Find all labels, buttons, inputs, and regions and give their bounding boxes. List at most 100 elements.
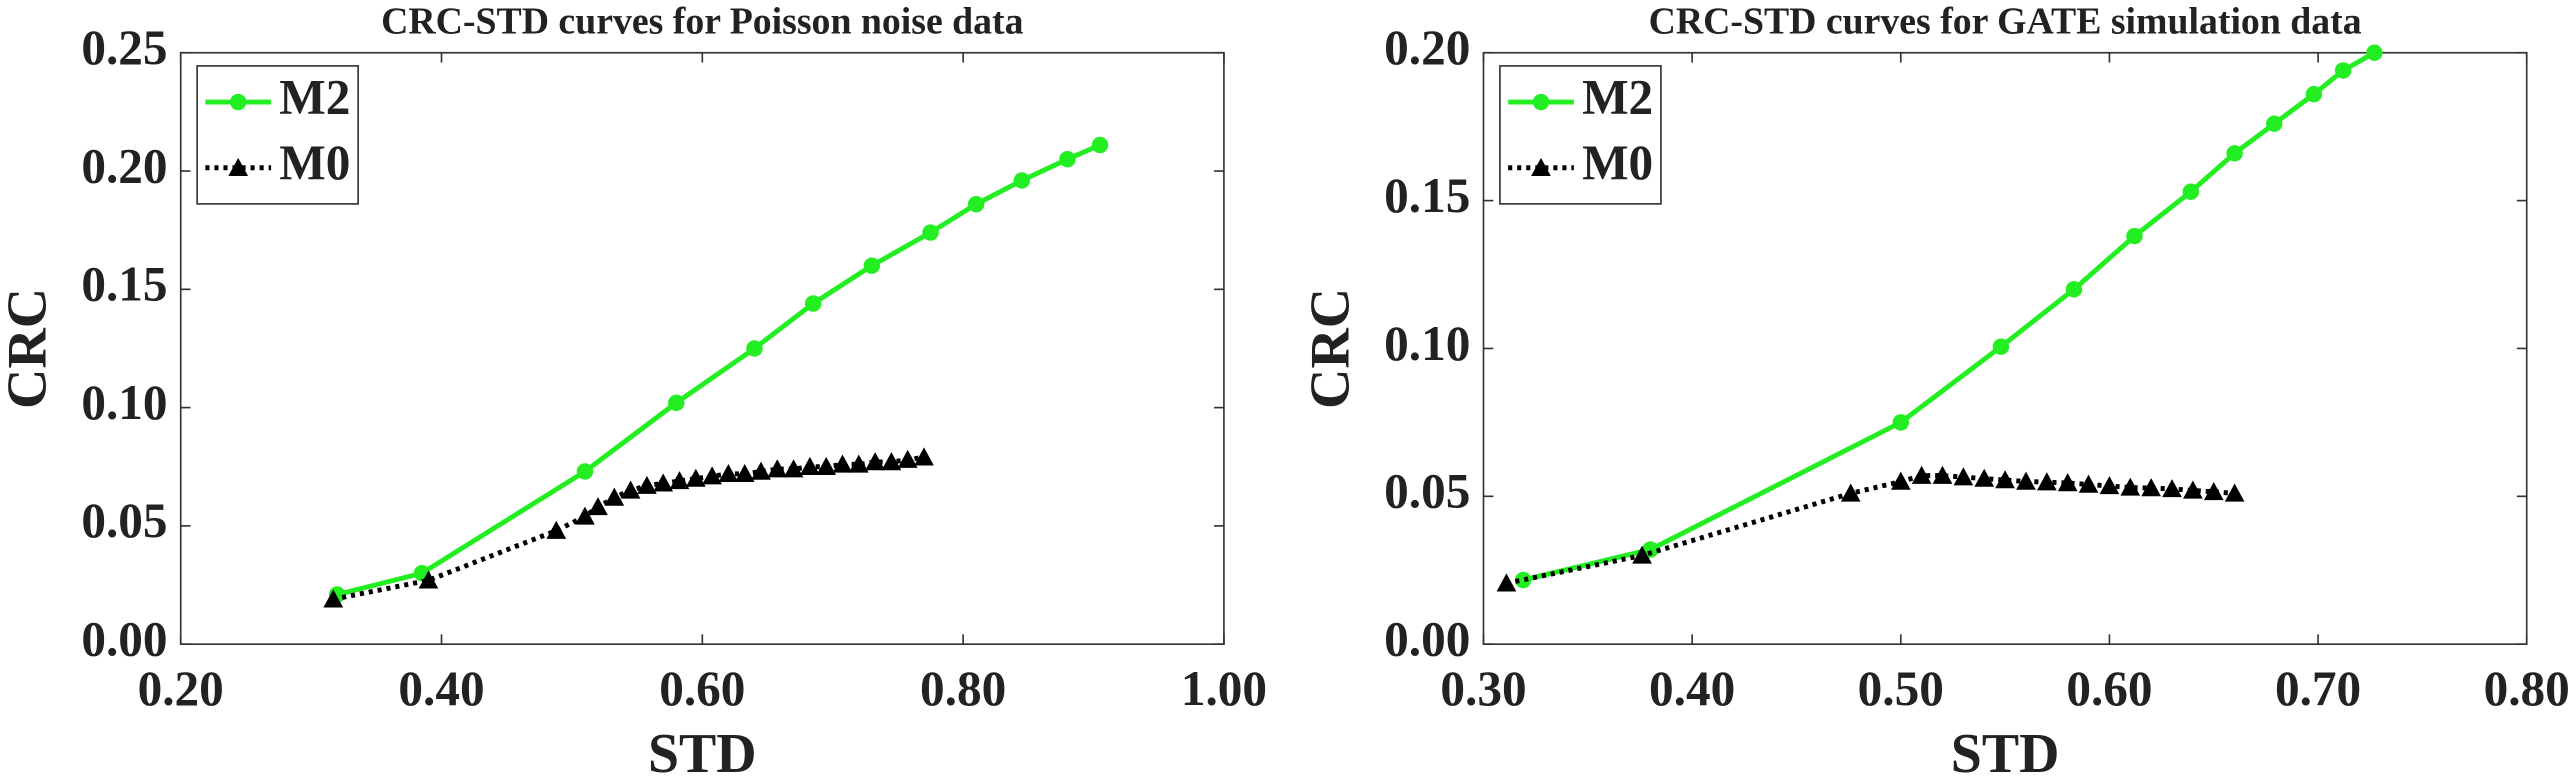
point (1911, 465, 1932, 484)
y-tick-label: 0.10 (81, 375, 167, 430)
point (718, 463, 739, 483)
point (1892, 414, 1909, 431)
point (588, 497, 608, 516)
legend-label: M0 (1582, 135, 1653, 190)
x-tick-label: 0.70 (2275, 661, 2361, 716)
point (863, 257, 881, 274)
x-tick-label: 0.20 (138, 661, 224, 716)
point (897, 449, 918, 468)
point (2162, 479, 2182, 498)
point (2266, 115, 2283, 132)
point (804, 295, 822, 312)
point (734, 463, 755, 483)
point (914, 447, 934, 466)
point (2183, 480, 2203, 499)
point (848, 454, 869, 473)
point (2078, 474, 2099, 493)
point (575, 506, 595, 525)
point (2120, 477, 2141, 496)
legend-label: M2 (1582, 69, 1653, 124)
x-tick-label: 0.30 (1440, 661, 1526, 716)
y-tick-label: 0.00 (1384, 611, 1470, 666)
legend-marker (1532, 93, 1550, 111)
point (604, 487, 625, 506)
point (1496, 573, 1517, 592)
point (669, 471, 690, 490)
point (2224, 483, 2245, 502)
plot (1496, 44, 2383, 592)
y-tick-label: 0.00 (81, 611, 167, 666)
point (865, 452, 885, 471)
point (1840, 483, 1861, 502)
point (637, 475, 657, 494)
plot-frame (179, 51, 1225, 645)
point (2203, 482, 2224, 501)
point (1974, 468, 1995, 487)
x-tick-label: 1.00 (1181, 661, 1267, 716)
point (685, 468, 706, 487)
y-tick-label: 0.05 (81, 493, 167, 548)
point (746, 340, 763, 357)
plot (323, 136, 1109, 608)
point (1932, 465, 1953, 484)
point (2334, 62, 2352, 79)
legend-label: M0 (279, 135, 350, 190)
point (816, 456, 837, 475)
chart-title: CRC-STD curves for GATE simulation data (1649, 0, 2362, 42)
y-axis-label: CRC (1299, 288, 1361, 409)
point (832, 454, 853, 473)
x-tick-label: 0.80 (2484, 661, 2570, 716)
point (783, 459, 804, 478)
x-tick-label: 0.60 (2066, 661, 2152, 716)
point (1091, 136, 1109, 154)
point (2036, 472, 2057, 491)
chart-title: CRC-STD curves for Poisson noise data (381, 0, 1024, 42)
legend-label: M2 (279, 69, 350, 124)
point (576, 463, 594, 480)
x-tick-label: 0.50 (1858, 661, 1944, 716)
point (2226, 145, 2243, 162)
point (668, 394, 685, 412)
point (751, 461, 771, 480)
y-tick-label: 0.15 (1384, 168, 1470, 223)
y-tick-label: 0.10 (1384, 316, 1470, 371)
legend-marker (228, 157, 249, 176)
point (1992, 338, 2010, 355)
plot-frame (1482, 51, 2528, 645)
point (323, 589, 344, 608)
point (767, 459, 788, 478)
point (922, 224, 939, 241)
point (2057, 473, 2078, 492)
y-tick-label: 0.20 (1384, 20, 1470, 75)
x-axis-label: STD (1951, 723, 2060, 784)
point (1059, 150, 1076, 168)
x-tick-label: 0.40 (1649, 661, 1735, 716)
y-tick-label: 0.05 (1384, 464, 1470, 519)
point (1632, 545, 1652, 564)
legend-marker (230, 93, 247, 111)
point (1013, 172, 1031, 189)
point (2065, 281, 2083, 298)
point (881, 452, 902, 471)
point (967, 195, 985, 213)
x-tick-label: 0.60 (659, 661, 745, 716)
y-tick-label: 0.25 (81, 20, 167, 75)
point (2141, 478, 2162, 497)
point (2016, 471, 2036, 490)
x-tick-label: 0.40 (398, 661, 484, 716)
x-tick-label: 0.80 (920, 661, 1006, 716)
x-axis-label: STD (648, 723, 757, 784)
point (653, 473, 674, 492)
point (1953, 467, 1974, 486)
point (1995, 470, 2015, 489)
point (2182, 183, 2200, 200)
point (2099, 476, 2120, 495)
point (620, 480, 641, 499)
legend-box (196, 65, 359, 205)
point (2126, 227, 2143, 245)
point (702, 466, 722, 485)
point (546, 520, 567, 539)
point (1514, 571, 1532, 589)
